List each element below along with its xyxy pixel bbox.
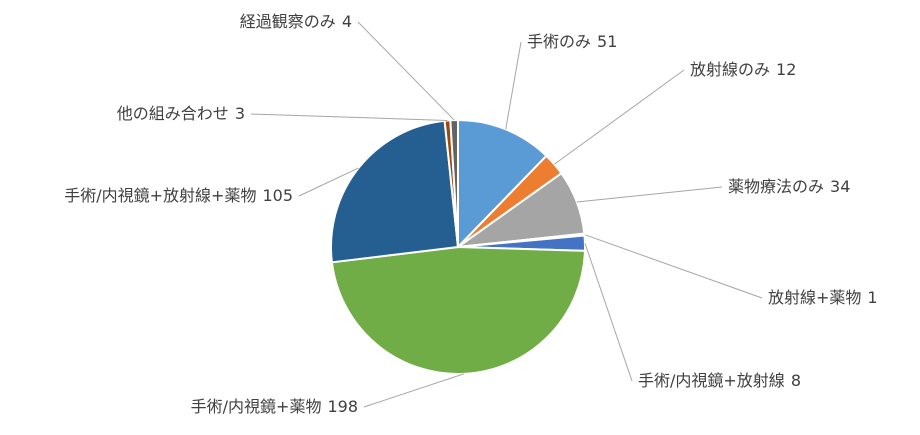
data-label: 手術のみ 51 xyxy=(527,32,617,51)
label-value: 4 xyxy=(342,12,352,31)
label-name: 薬物療法のみ xyxy=(728,177,824,196)
leader-line xyxy=(584,243,633,382)
data-label: 手術/内視鏡+放射線 8 xyxy=(638,371,801,390)
data-label: 放射線のみ 12 xyxy=(690,60,796,79)
label-value: 51 xyxy=(597,32,617,51)
leader-line xyxy=(298,167,359,197)
pie-slice xyxy=(330,119,460,264)
data-label: 手術/内視鏡+薬物 198 xyxy=(191,397,358,416)
pie-slice xyxy=(449,118,459,248)
data-label: 手術/内視鏡+放射線+薬物 105 xyxy=(64,186,293,205)
label-name: 他の組み合わせ xyxy=(117,104,229,123)
leader-line xyxy=(505,41,522,130)
leader-line xyxy=(250,113,448,121)
leader-line xyxy=(576,186,723,203)
data-label: 経過観察のみ 4 xyxy=(240,12,352,31)
label-name: 経過観察のみ xyxy=(240,12,336,31)
label-value: 8 xyxy=(791,371,801,390)
label-value: 3 xyxy=(235,104,245,123)
label-name: 手術/内視鏡+薬物 xyxy=(191,397,322,416)
label-name: 手術/内視鏡+放射線+薬物 xyxy=(64,186,256,205)
label-value: 1 xyxy=(867,288,877,307)
data-label: 他の組み合わせ 3 xyxy=(117,104,245,123)
data-label: 放射線+薬物 1 xyxy=(768,288,878,307)
leader-line xyxy=(554,69,685,165)
label-name: 手術のみ xyxy=(527,32,591,51)
label-name: 放射線のみ xyxy=(690,60,770,79)
pie-slice xyxy=(457,118,548,250)
label-value: 105 xyxy=(262,186,293,205)
label-value: 34 xyxy=(830,177,850,196)
data-label: 薬物療法のみ 34 xyxy=(728,177,850,196)
leader-line xyxy=(363,373,464,408)
pie-slice xyxy=(330,245,586,375)
label-name: 放射線+薬物 xyxy=(768,288,861,307)
label-value: 198 xyxy=(327,397,358,416)
label-value: 12 xyxy=(776,60,796,79)
leader-line xyxy=(584,234,763,299)
leader-line xyxy=(357,21,455,121)
label-name: 手術/内視鏡+放射線 xyxy=(638,371,785,390)
